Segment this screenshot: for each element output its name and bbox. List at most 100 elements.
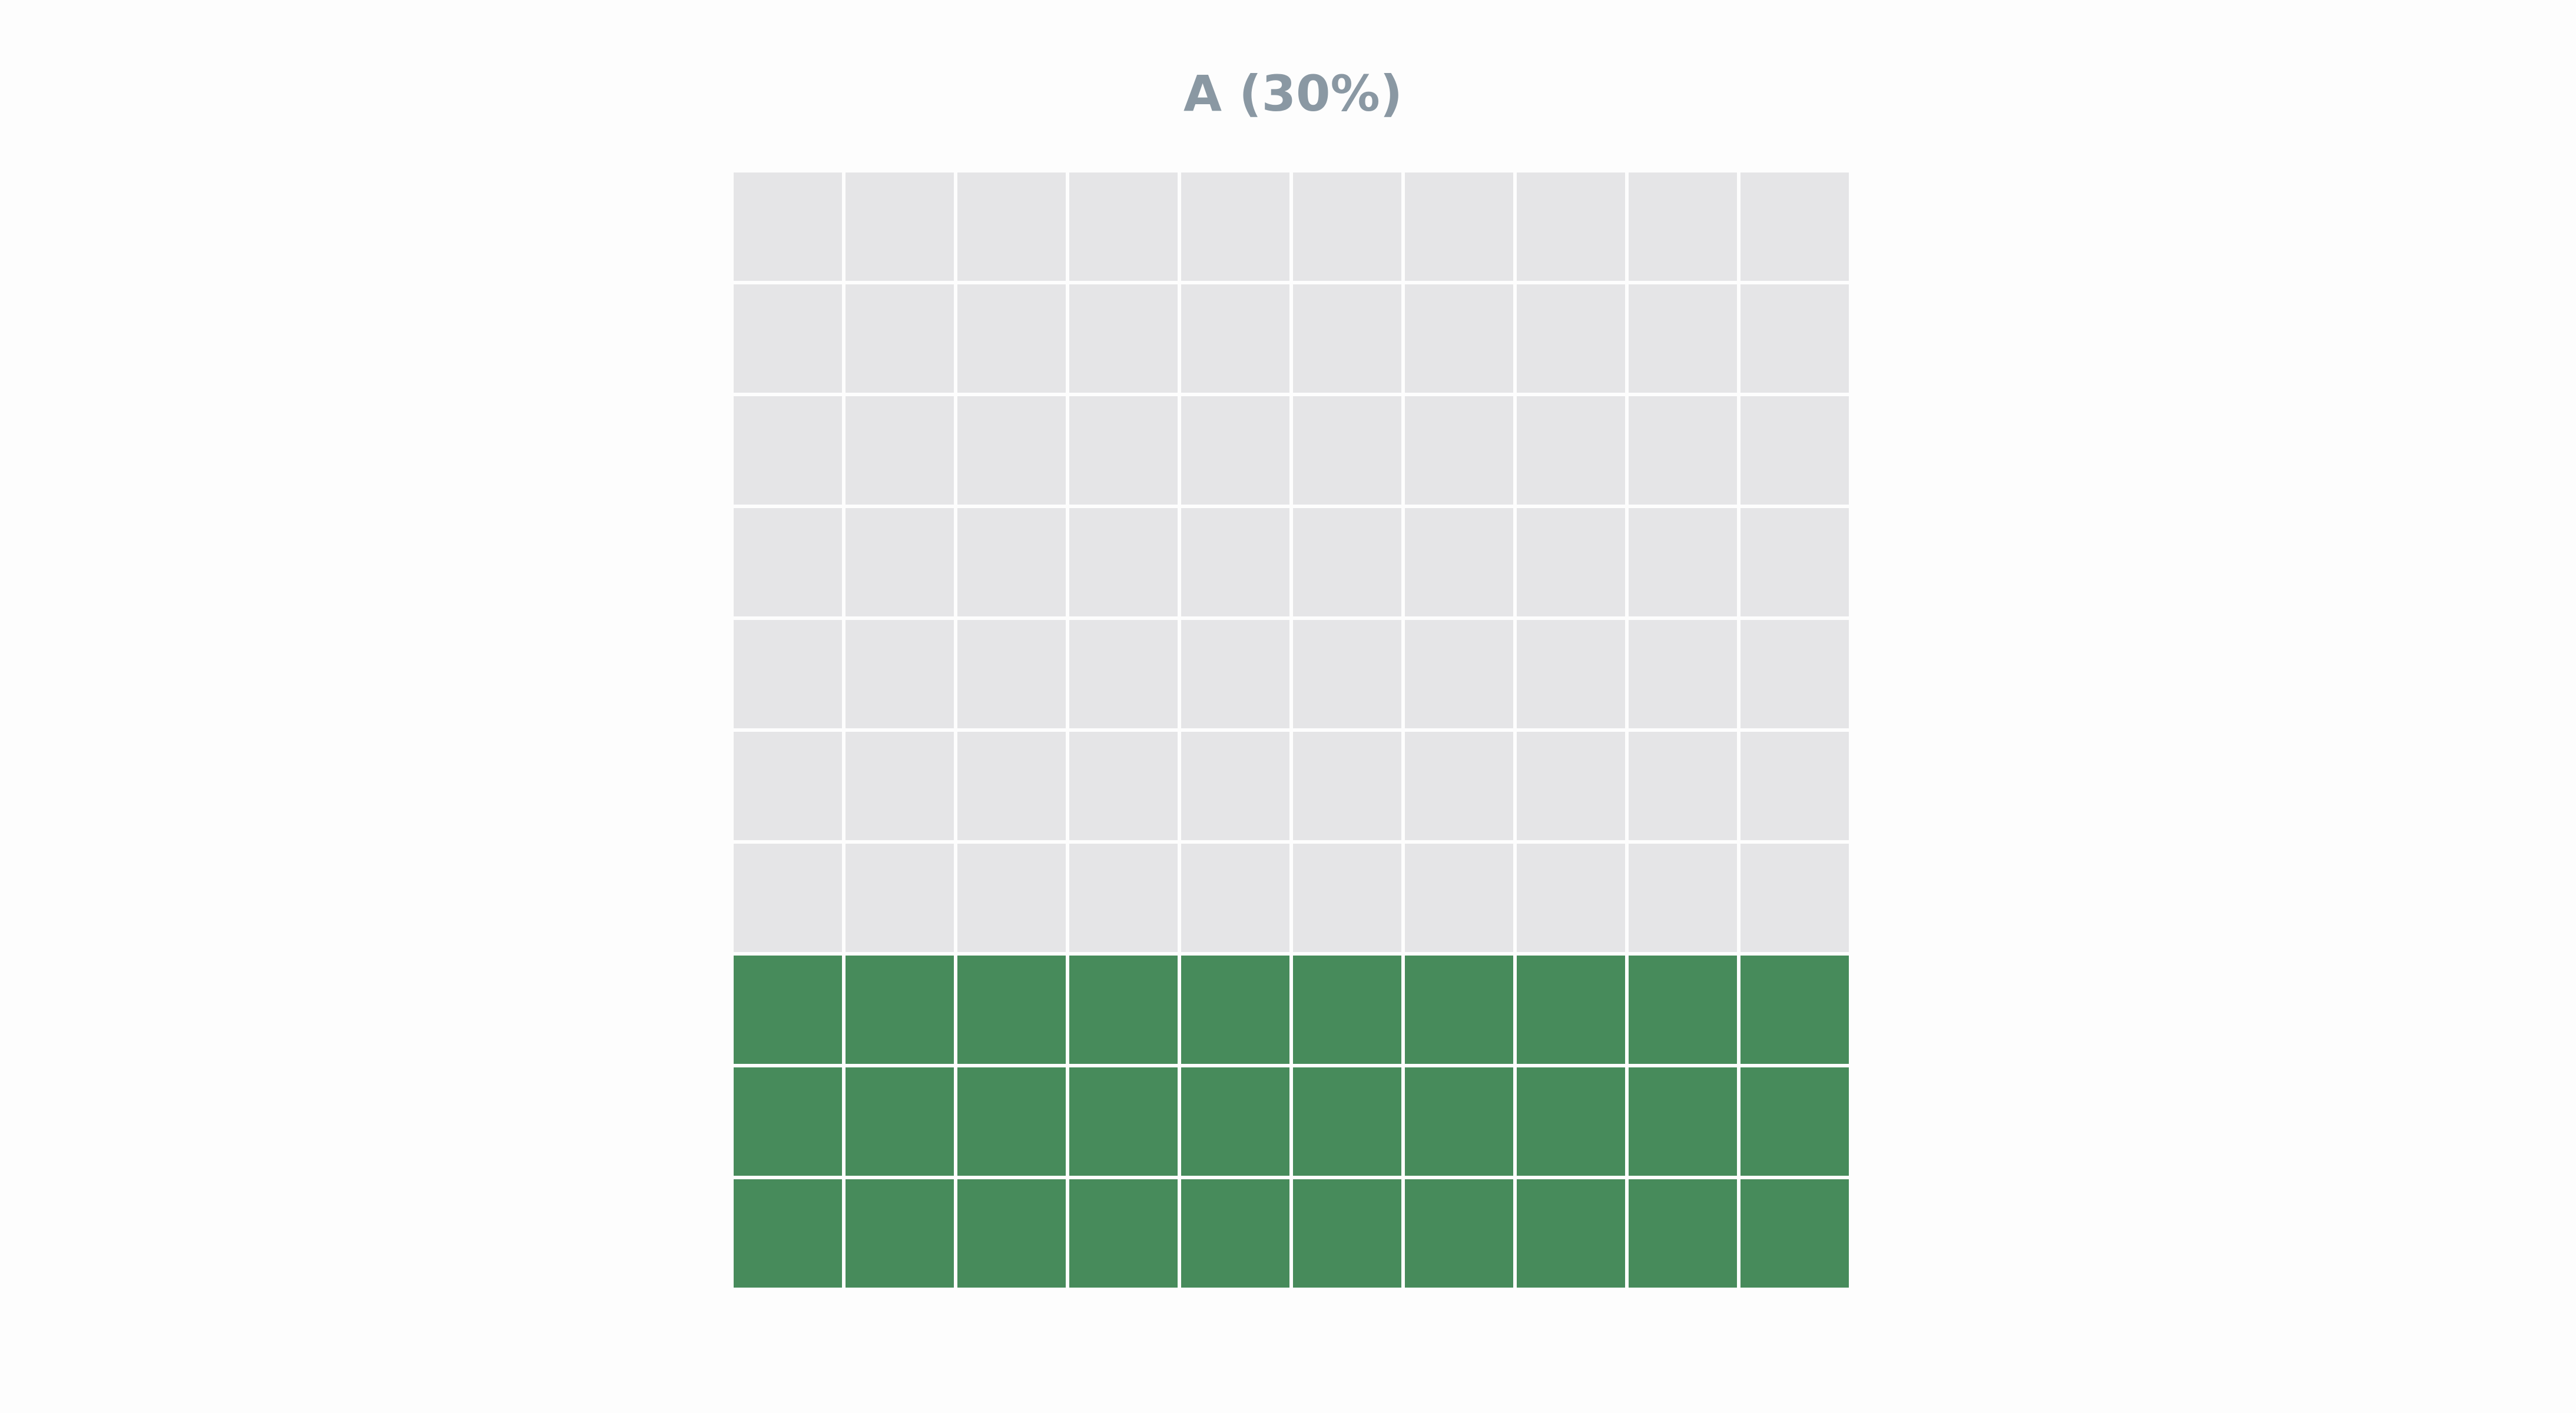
waffle-cell-empty: [1181, 732, 1289, 840]
waffle-cell-empty: [1181, 173, 1289, 281]
waffle-cell-empty: [1405, 508, 1513, 616]
waffle-cell-empty: [1069, 732, 1178, 840]
waffle-cell-empty: [1181, 620, 1289, 728]
chart-title: A (30%): [1183, 65, 1403, 122]
waffle-cell-empty: [1405, 396, 1513, 505]
waffle-cell-filled: [1517, 1067, 1625, 1176]
waffle-cell-empty: [734, 173, 842, 281]
waffle-cell-empty: [1293, 396, 1401, 505]
waffle-cell-empty: [1293, 173, 1401, 281]
waffle-cell-empty: [1629, 620, 1737, 728]
waffle-cell-filled: [1293, 1067, 1401, 1176]
waffle-cell-filled: [1181, 956, 1289, 1064]
waffle-cell-empty: [1629, 173, 1737, 281]
waffle-cell-empty: [1181, 284, 1289, 393]
waffle-cell-filled: [1517, 956, 1625, 1064]
waffle-cell-filled: [1405, 956, 1513, 1064]
waffle-cell-empty: [1740, 844, 1849, 952]
waffle-cell-empty: [846, 844, 954, 952]
waffle-cell-filled: [1293, 956, 1401, 1064]
waffle-cell-empty: [1181, 844, 1289, 952]
waffle-cell-empty: [957, 844, 1066, 952]
waffle-cell-empty: [1181, 396, 1289, 505]
waffle-cell-empty: [1740, 396, 1849, 505]
waffle-cell-empty: [1629, 396, 1737, 505]
waffle-cell-empty: [1517, 284, 1625, 393]
waffle-cell-filled: [734, 1067, 842, 1176]
waffle-cell-empty: [957, 620, 1066, 728]
waffle-cell-filled: [734, 1179, 842, 1288]
waffle-cell-empty: [957, 732, 1066, 840]
waffle-cell-empty: [846, 173, 954, 281]
waffle-cell-filled: [957, 1067, 1066, 1176]
waffle-cell-empty: [1517, 396, 1625, 505]
waffle-cell-filled: [1740, 956, 1849, 1064]
waffle-cell-filled: [1293, 1179, 1401, 1288]
waffle-cell-filled: [1629, 1067, 1737, 1176]
waffle-cell-empty: [734, 732, 842, 840]
waffle-cell-empty: [957, 284, 1066, 393]
waffle-cell-empty: [846, 396, 954, 505]
waffle-cell-empty: [734, 508, 842, 616]
waffle-cell-filled: [1517, 1179, 1625, 1288]
waffle-cell-empty: [1517, 844, 1625, 952]
waffle-cell-filled: [957, 956, 1066, 1064]
waffle-cell-empty: [1740, 620, 1849, 728]
waffle-cell-empty: [1405, 620, 1513, 728]
waffle-cell-empty: [1405, 173, 1513, 281]
waffle-cell-empty: [1517, 620, 1625, 728]
waffle-cell-empty: [1069, 396, 1178, 505]
waffle-cell-filled: [1181, 1179, 1289, 1288]
waffle-cell-filled: [1181, 1067, 1289, 1176]
waffle-cell-empty: [1293, 508, 1401, 616]
waffle-cell-filled: [734, 956, 842, 1064]
waffle-cell-empty: [1629, 844, 1737, 952]
waffle-cell-empty: [846, 508, 954, 616]
waffle-cell-filled: [1740, 1067, 1849, 1176]
waffle-cell-empty: [846, 620, 954, 728]
waffle-cell-filled: [957, 1179, 1066, 1288]
waffle-cell-empty: [1069, 844, 1178, 952]
waffle-cell-filled: [1069, 956, 1178, 1064]
waffle-cell-empty: [1629, 732, 1737, 840]
waffle-cell-filled: [1069, 1067, 1178, 1176]
waffle-cell-empty: [846, 284, 954, 393]
waffle-cell-empty: [1069, 620, 1178, 728]
waffle-cell-empty: [1293, 284, 1401, 393]
waffle-cell-empty: [734, 396, 842, 505]
waffle-cell-filled: [846, 956, 954, 1064]
waffle-cell-empty: [1405, 844, 1513, 952]
waffle-cell-empty: [1517, 732, 1625, 840]
waffle-cell-filled: [1629, 956, 1737, 1064]
waffle-cell-empty: [1069, 173, 1178, 281]
waffle-cell-filled: [1069, 1179, 1178, 1288]
waffle-cell-empty: [1293, 620, 1401, 728]
waffle-cell-empty: [957, 396, 1066, 505]
waffle-cell-empty: [1740, 732, 1849, 840]
waffle-cell-empty: [1740, 508, 1849, 616]
waffle-cell-filled: [846, 1067, 954, 1176]
waffle-cell-empty: [734, 284, 842, 393]
waffle-cell-empty: [957, 508, 1066, 616]
waffle-cell-empty: [1517, 173, 1625, 281]
waffle-grid: [734, 173, 1849, 1288]
waffle-cell-empty: [1740, 173, 1849, 281]
waffle-cell-empty: [734, 620, 842, 728]
waffle-cell-filled: [1405, 1067, 1513, 1176]
waffle-cell-empty: [1293, 844, 1401, 952]
waffle-cell-empty: [1740, 284, 1849, 393]
waffle-cell-empty: [1517, 508, 1625, 616]
waffle-cell-filled: [1629, 1179, 1737, 1288]
waffle-cell-empty: [1293, 732, 1401, 840]
waffle-cell-empty: [734, 844, 842, 952]
waffle-cell-empty: [1069, 508, 1178, 616]
waffle-cell-filled: [846, 1179, 954, 1288]
waffle-cell-empty: [957, 173, 1066, 281]
waffle-cell-empty: [1181, 508, 1289, 616]
waffle-cell-empty: [1405, 284, 1513, 393]
waffle-cell-empty: [846, 732, 954, 840]
waffle-cell-empty: [1629, 508, 1737, 616]
waffle-cell-filled: [1405, 1179, 1513, 1288]
waffle-cell-filled: [1740, 1179, 1849, 1288]
